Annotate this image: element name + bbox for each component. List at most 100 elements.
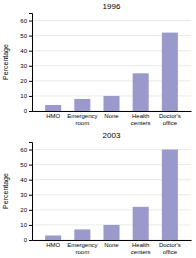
x-tick-label-line: centers bbox=[131, 120, 151, 126]
y-tick: 50 bbox=[20, 162, 32, 168]
x-tick-label-line: Health bbox=[132, 242, 149, 248]
y-tick-label: 30 bbox=[20, 192, 27, 198]
bar bbox=[45, 105, 61, 111]
x-tick-label: Doctor'soffice bbox=[159, 242, 181, 255]
x-tick-label-line: centers bbox=[131, 249, 151, 255]
x-tick-label-line: Emergency bbox=[67, 113, 97, 119]
grid bbox=[32, 21, 191, 111]
x-tick-label: Doctor'soffice bbox=[159, 113, 181, 126]
bars bbox=[45, 33, 178, 111]
y-tick-label: 0 bbox=[24, 237, 28, 243]
y-tick: 60 bbox=[20, 147, 32, 153]
x-tick: Emergencyroom bbox=[67, 113, 97, 126]
y-tick-label: 40 bbox=[20, 177, 27, 183]
x-tick-label-line: HMO bbox=[46, 242, 60, 248]
y-tick: 20 bbox=[20, 78, 32, 84]
x-tick-label: HMO bbox=[46, 113, 60, 119]
x-tick-label: Emergencyroom bbox=[67, 113, 97, 126]
y-tick-label: 40 bbox=[20, 48, 27, 54]
y-tick-mark bbox=[29, 36, 32, 37]
x-tick-label-line: None bbox=[104, 113, 119, 119]
x-tick-label: Healthcenters bbox=[131, 113, 151, 126]
x-tick-label-line: office bbox=[163, 120, 178, 126]
x-tick: Healthcenters bbox=[131, 242, 151, 255]
bar bbox=[162, 33, 178, 111]
bar bbox=[133, 73, 149, 111]
bar bbox=[103, 225, 119, 240]
bar bbox=[74, 99, 90, 111]
y-tick-label: 20 bbox=[20, 207, 27, 213]
y-tick: 40 bbox=[20, 48, 32, 54]
x-tick-label-line: room bbox=[75, 120, 89, 126]
y-tick-mark bbox=[29, 111, 32, 112]
x-tick: Doctor'soffice bbox=[159, 113, 181, 126]
x-tick-label: None bbox=[104, 242, 119, 248]
y-tick: 0 bbox=[24, 108, 32, 114]
x-tick-label-line: Doctor's bbox=[159, 242, 181, 248]
bar bbox=[162, 150, 178, 240]
y-tick-mark bbox=[29, 240, 32, 241]
y-tick-label: 50 bbox=[20, 33, 27, 39]
x-tick: Healthcenters bbox=[131, 113, 151, 126]
y-tick-mark bbox=[29, 210, 32, 211]
title: 1996 bbox=[103, 2, 121, 11]
y-tick-label: 60 bbox=[20, 147, 27, 153]
bars bbox=[45, 150, 178, 240]
y-tick-mark bbox=[29, 195, 32, 196]
bar bbox=[45, 235, 61, 240]
y-tick-mark bbox=[29, 66, 32, 67]
y-tick-label: 30 bbox=[20, 63, 27, 69]
x-tick-label-line: None bbox=[104, 242, 119, 248]
x-tick: None bbox=[104, 242, 119, 248]
y-tick-label: 60 bbox=[20, 18, 27, 24]
y-tick: 60 bbox=[20, 18, 32, 24]
y-tick-mark bbox=[29, 180, 32, 181]
y-tick-mark bbox=[29, 21, 32, 22]
y-tick-label: 10 bbox=[20, 222, 27, 228]
bar bbox=[133, 207, 149, 240]
y-tick-mark bbox=[29, 150, 32, 151]
grid bbox=[32, 150, 191, 240]
x-tick-label: Emergencyroom bbox=[67, 242, 97, 255]
y-axis-line bbox=[29, 14, 33, 112]
bar bbox=[103, 96, 119, 111]
y-axis: 0 10 20 30 40 50 60 bbox=[20, 14, 32, 115]
y-tick-label: 20 bbox=[20, 78, 27, 84]
y-tick-mark bbox=[29, 51, 32, 52]
x-tick-label: HMO bbox=[46, 242, 60, 248]
y-tick-mark bbox=[29, 165, 32, 166]
x-tick: Emergencyroom bbox=[67, 242, 97, 255]
x-tick-label: Healthcenters bbox=[131, 242, 151, 255]
panel: 0 10 20 30 40 50 60 HMO Emergencyroom None Healthc… bbox=[2, 131, 192, 255]
y-axis-title: Percentage bbox=[2, 173, 10, 209]
x-tick: Doctor'soffice bbox=[159, 242, 181, 255]
x-tick: HMO bbox=[46, 242, 60, 248]
y-axis: 0 10 20 30 40 50 60 bbox=[20, 143, 32, 244]
x-tick-label-line: office bbox=[163, 249, 178, 255]
y-tick-mark bbox=[29, 225, 32, 226]
x-axis: HMO Emergencyroom None Healthcenters Doctor'… bbox=[33, 112, 192, 126]
y-tick: 50 bbox=[20, 33, 32, 39]
y-tick-mark bbox=[29, 81, 32, 82]
x-tick-label-line: Health bbox=[132, 113, 149, 119]
x-tick-label-line: room bbox=[75, 249, 89, 255]
x-axis-line bbox=[33, 240, 192, 241]
y-axis-title: Percentage bbox=[2, 44, 10, 80]
chart-svg: 0102030405060HMOEmergencyroomNoneHealthc… bbox=[0, 0, 196, 258]
x-axis: HMO Emergencyroom None Healthcenters Doctor'… bbox=[33, 241, 192, 255]
y-tick-label: 10 bbox=[20, 93, 27, 99]
x-tick-label-line: Emergency bbox=[67, 242, 97, 248]
y-tick: 10 bbox=[20, 93, 32, 99]
title: 2003 bbox=[103, 131, 121, 140]
y-tick: 0 bbox=[24, 237, 32, 243]
x-axis-line bbox=[33, 111, 192, 112]
bar bbox=[74, 229, 90, 240]
x-tick-label-line: HMO bbox=[46, 113, 60, 119]
y-tick-mark bbox=[29, 96, 32, 97]
plot-area: 0 10 20 30 40 50 60 HMO Emergencyroom None Healthc… bbox=[20, 14, 191, 126]
y-tick: 40 bbox=[20, 177, 32, 183]
x-tick: None bbox=[104, 113, 119, 119]
y-tick: 20 bbox=[20, 207, 32, 213]
y-tick: 10 bbox=[20, 222, 32, 228]
y-tick: 30 bbox=[20, 192, 32, 198]
